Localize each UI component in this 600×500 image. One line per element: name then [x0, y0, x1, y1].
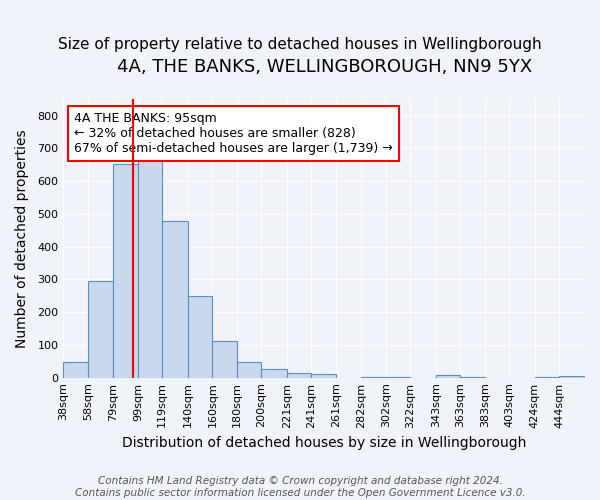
X-axis label: Distribution of detached houses by size in Wellingborough: Distribution of detached houses by size … — [122, 436, 526, 450]
Bar — [311, 374, 336, 378]
Bar — [162, 221, 188, 378]
Bar — [559, 376, 585, 378]
Bar — [436, 375, 460, 378]
Bar — [88, 281, 113, 378]
Bar — [138, 159, 162, 378]
Bar — [237, 362, 261, 378]
Text: Contains HM Land Registry data © Crown copyright and database right 2024.
Contai: Contains HM Land Registry data © Crown c… — [74, 476, 526, 498]
Text: 4A THE BANKS: 95sqm
← 32% of detached houses are smaller (828)
67% of semi-detac: 4A THE BANKS: 95sqm ← 32% of detached ho… — [74, 112, 392, 155]
Bar — [361, 377, 386, 378]
Y-axis label: Number of detached properties: Number of detached properties — [15, 129, 29, 348]
Bar — [212, 340, 237, 378]
Title: 4A, THE BANKS, WELLINGBOROUGH, NN9 5YX: 4A, THE BANKS, WELLINGBOROUGH, NN9 5YX — [116, 58, 532, 76]
Bar — [287, 374, 311, 378]
Bar — [113, 164, 138, 378]
Bar — [261, 369, 287, 378]
Bar — [188, 296, 212, 378]
Bar — [64, 362, 88, 378]
Text: Size of property relative to detached houses in Wellingborough: Size of property relative to detached ho… — [58, 38, 542, 52]
